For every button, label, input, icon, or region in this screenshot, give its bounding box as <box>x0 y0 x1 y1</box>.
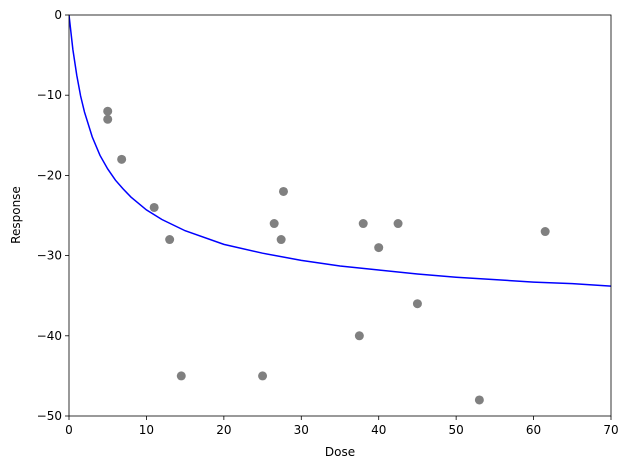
scatter-point <box>354 331 364 341</box>
x-tick-label: 50 <box>449 423 464 437</box>
scatter-point <box>412 299 422 309</box>
x-tick-label: 60 <box>526 423 541 437</box>
scatter-point <box>103 114 113 124</box>
scatter-point <box>165 235 175 245</box>
scatter-point <box>269 219 279 229</box>
scatter-point <box>540 227 550 237</box>
scatter-point <box>149 202 159 212</box>
scatter-point <box>103 106 113 116</box>
fit-curve-line <box>69 15 611 287</box>
x-tick-label: 0 <box>65 423 73 437</box>
y-tick-label: −10 <box>37 88 62 102</box>
y-tick-label: −40 <box>37 329 62 343</box>
x-tick-label: 30 <box>294 423 309 437</box>
y-tick-label: −50 <box>37 409 62 423</box>
scatter-point <box>258 371 268 381</box>
scatter-point <box>374 243 384 253</box>
scatter-point <box>276 235 286 245</box>
scatter-point <box>393 219 403 229</box>
x-tick-label: 70 <box>603 423 618 437</box>
scatter-point <box>474 395 484 405</box>
scatter-point <box>117 154 127 164</box>
scatter-point <box>278 186 288 196</box>
plot-area <box>69 15 611 405</box>
axes: 0 10 20 30 40 50 60 70 0 −10 −20 −30 −40 −50 <box>37 8 619 437</box>
plot-frame <box>68 14 612 417</box>
y-tick-label: −30 <box>37 249 62 263</box>
y-axis-label: Response <box>9 186 23 244</box>
x-tick-label: 40 <box>371 423 386 437</box>
scatter-point <box>176 371 186 381</box>
x-tick-label: 20 <box>216 423 231 437</box>
x-axis-label: Dose <box>325 445 355 459</box>
y-tick-label: −20 <box>37 168 62 182</box>
y-tick-label: 0 <box>54 8 62 22</box>
scatter-point <box>358 219 368 229</box>
x-tick-label: 10 <box>139 423 154 437</box>
